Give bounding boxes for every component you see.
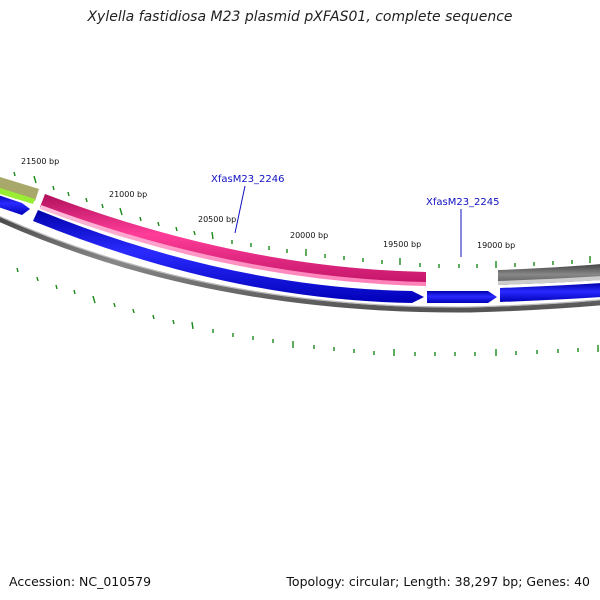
gene-arrow-2246-blue (33, 210, 424, 303)
tick (36, 276, 39, 282)
tick (73, 289, 76, 295)
tick (55, 284, 58, 290)
tick (152, 314, 155, 320)
tick (101, 203, 104, 209)
topology-label: Topology: circular; Length: 38,297 bp; G… (286, 574, 590, 589)
accession-label: Accession: NC_010579 (9, 574, 152, 589)
tick-label-20500: 20500 bp (198, 215, 236, 224)
map-title: Xylella fastidiosa M23 plasmid pXFAS01, … (87, 9, 513, 25)
tick-label-19000: 19000 bp (477, 241, 515, 250)
tick (157, 221, 160, 227)
tick (139, 216, 142, 222)
gene-olive (0, 177, 39, 201)
gene-gray-right-edge (498, 276, 600, 285)
tick (132, 308, 135, 314)
tick (113, 302, 116, 308)
gene-lime (0, 188, 35, 204)
gene-arrow-2245-blue (427, 291, 497, 303)
tick (16, 267, 19, 273)
tick (67, 191, 70, 197)
tick-label-21000: 21000 bp (109, 190, 147, 199)
tick-major (92, 295, 96, 304)
inner-ticks (16, 267, 599, 356)
gene-xfasm23-2246 (40, 194, 426, 284)
tick (85, 197, 88, 203)
tick-major (33, 175, 37, 184)
tick (172, 319, 175, 325)
gene-arrow-left-blue (0, 195, 30, 215)
gene-label-xfasm23-2246: XfasM23_2246 (211, 174, 285, 185)
backbone-ring-highlight (0, 215, 600, 308)
tick (193, 230, 196, 236)
tick (175, 226, 178, 232)
tick-major (211, 231, 214, 240)
tick-label-19500: 19500 bp (383, 240, 421, 249)
tick-major (191, 321, 194, 330)
gene-label-xfasm23-2245: XfasM23_2245 (426, 197, 500, 208)
tick-major (119, 207, 123, 216)
tick-label-20000: 20000 bp (290, 231, 328, 240)
tick (52, 185, 55, 191)
tick-label-21500: 21500 bp (21, 157, 59, 166)
gene-arrow-right-blue (500, 283, 600, 302)
tick (13, 171, 16, 177)
outer-ticks (13, 171, 591, 268)
backbone-ring (0, 216, 600, 313)
gene-label-leader-2246 (234, 185, 246, 234)
